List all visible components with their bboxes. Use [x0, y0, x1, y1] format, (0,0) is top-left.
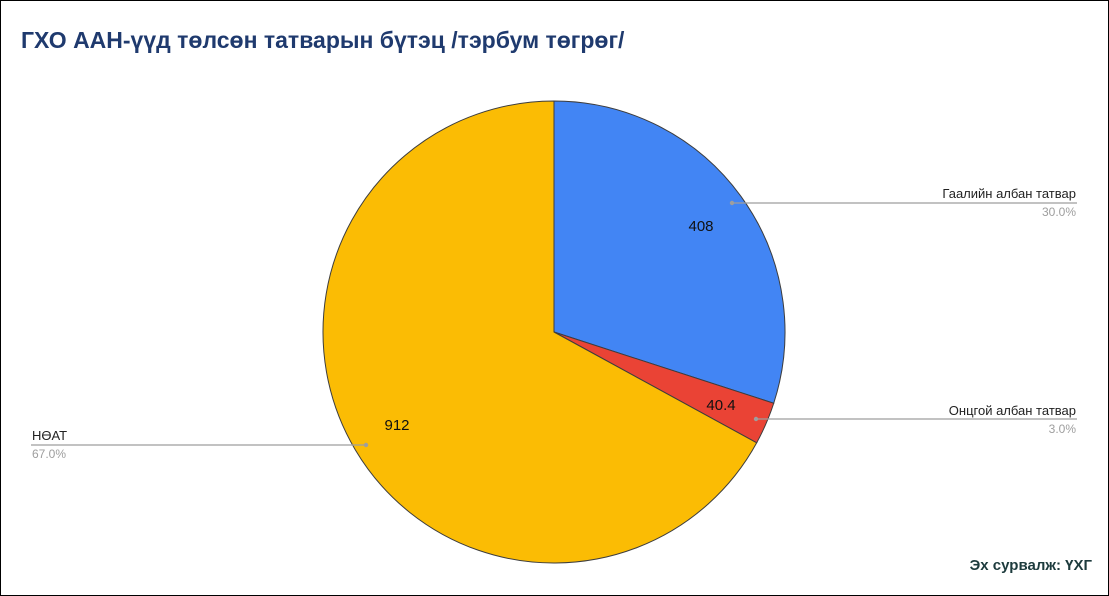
slice-value: 912: [384, 417, 409, 434]
chart-title: ГХО ААН-үүд төлсөн татварын бүтэц /тэрбу…: [21, 27, 625, 53]
callout-dot: [729, 200, 735, 206]
pie-slice: [553, 100, 786, 404]
slice-percent: 67.0%: [32, 447, 66, 461]
pie-slice: [322, 100, 758, 564]
slice-label: НӨАТ: [32, 428, 67, 443]
slice-label: Гаалийн албан татвар: [942, 186, 1076, 201]
slice-percent: 30.0%: [1042, 205, 1076, 219]
slice-value: 40.4: [706, 397, 735, 414]
slice-label: Онцгой албан татвар: [949, 403, 1076, 418]
source-note: Эх сурвалж: ҮХГ: [969, 557, 1092, 574]
slice-percent: 3.0%: [1049, 422, 1077, 436]
callout-dot: [753, 416, 759, 422]
callout-dot: [363, 442, 369, 448]
slice-value: 408: [688, 218, 713, 235]
